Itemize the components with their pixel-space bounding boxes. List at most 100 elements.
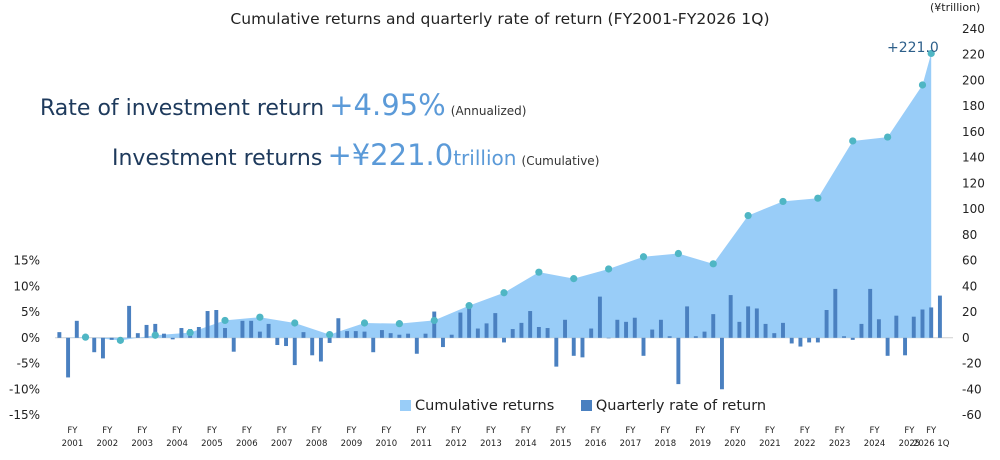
cumulative-return-point	[535, 268, 543, 276]
quarterly-return-bar	[493, 313, 498, 338]
x-axis-year-label: 2019	[689, 439, 711, 449]
quarterly-return-bar	[231, 337, 236, 352]
x-axis-fy-label: FY	[416, 426, 427, 436]
x-axis-year-label: 2015	[550, 439, 572, 449]
quarterly-return-bar	[815, 337, 820, 343]
quarterly-return-bar	[807, 337, 812, 343]
legend-item-cumulative: Cumulative returns	[400, 398, 554, 414]
cumulative-return-point	[918, 81, 927, 89]
quarterly-return-bar	[746, 306, 751, 338]
cumulative-return-point	[605, 265, 613, 273]
quarterly-return-bar	[257, 331, 262, 338]
quarterly-return-bar	[571, 337, 576, 356]
legend-swatch-bar	[580, 400, 592, 411]
cumulative-return-point	[814, 194, 822, 202]
quarterly-return-bar	[379, 330, 384, 338]
quarterly-return-bar	[597, 296, 602, 338]
cumulative-area-layer	[59, 53, 932, 341]
left-axis-tick-label: 0%	[21, 331, 40, 345]
x-axis-year-label: 2007	[271, 439, 293, 449]
cumulative-return-point	[465, 302, 473, 310]
cumulative-return-point	[116, 336, 124, 344]
quarterly-return-bar	[153, 323, 158, 338]
quarterly-return-bar	[911, 316, 916, 338]
quarterly-return-bar	[310, 337, 315, 356]
quarterly-return-bar	[318, 337, 323, 362]
rate-label: Rate of investment return	[40, 96, 325, 121]
quarterly-return-bar	[484, 323, 489, 338]
quarterly-return-bar	[423, 333, 428, 338]
quarterly-return-bar	[275, 337, 280, 346]
quarterly-return-bar	[214, 310, 219, 338]
quarterly-return-bar	[789, 337, 794, 344]
cumulative-return-point	[674, 249, 682, 258]
quarterly-return-bar	[615, 319, 620, 338]
quarterly-return-bar	[624, 321, 629, 338]
left-axis-tick-label: 15%	[13, 254, 40, 268]
cumulative-return-point	[430, 316, 438, 325]
right-axis-tick-label: 200	[962, 73, 985, 87]
quarterly-return-bar	[144, 324, 149, 338]
chart-legend: Cumulative returns Quarterly rate of ret…	[400, 398, 788, 414]
cumulative-return-point	[360, 319, 369, 327]
quarterly-return-bar	[502, 337, 506, 343]
quarterly-return-bar	[170, 337, 175, 340]
quarterly-return-bar	[868, 288, 873, 338]
right-axis-tick-label: 240	[962, 22, 985, 36]
x-axis-year-label: 2017	[620, 439, 642, 449]
quarterly-return-bar	[388, 333, 393, 338]
quarterly-return-bar	[292, 337, 297, 366]
x-axis-year-label: 2026 1Q	[913, 439, 950, 449]
right-axis-tick-label: 100	[962, 202, 985, 216]
x-axis-fy-label: FY	[486, 426, 497, 436]
quarterly-return-bar	[563, 319, 567, 338]
x-axis-fy-label: FY	[277, 426, 288, 436]
x-axis-year-label: 2014	[515, 439, 537, 449]
cumulative-return-point	[639, 253, 648, 261]
cumulative-return-point	[744, 211, 752, 220]
quarterly-return-bar	[798, 337, 803, 347]
cumulative-return-point	[395, 320, 403, 328]
end-value-label: +221.0	[887, 40, 939, 56]
quarterly-return-bar	[519, 322, 524, 338]
quarterly-bars-layer	[57, 288, 942, 390]
x-axis-fy-label: FY	[521, 426, 532, 436]
x-axis-fy-label: FY	[451, 426, 462, 436]
quarterly-return-bar	[763, 323, 768, 338]
x-axis-fy-label: FY	[765, 426, 776, 436]
quarterly-return-bar	[737, 321, 742, 338]
quarterly-return-bar	[667, 336, 672, 338]
quarterly-return-bar	[929, 307, 934, 338]
left-axis-tick-label: -10%	[9, 382, 40, 396]
quarterly-return-bar	[371, 337, 376, 353]
cumulative-dots-layer	[81, 49, 935, 344]
cumulative-return-point	[849, 137, 857, 145]
quarterly-return-bar	[336, 318, 341, 338]
quarterly-return-bar	[301, 332, 306, 338]
returns-unit: trillion	[453, 146, 517, 170]
legend-label-cumulative: Cumulative returns	[415, 398, 555, 414]
quarterly-return-bar	[833, 288, 838, 338]
quarterly-return-bar	[397, 334, 402, 338]
quarterly-return-bar	[92, 337, 97, 353]
x-axis-fy-label: FY	[625, 426, 636, 436]
right-axis-tick-label: 180	[962, 99, 985, 113]
quarterly-return-bar	[781, 322, 785, 338]
x-axis-year-label: 2021	[759, 439, 781, 449]
x-axis-fy-label: FY	[207, 426, 218, 436]
x-axis-year-label: 2006	[236, 439, 258, 449]
quarterly-return-bar	[536, 326, 541, 338]
x-axis-fy-label: FY	[869, 426, 880, 436]
quarterly-return-bar	[641, 337, 646, 356]
x-axis-fy-label: FY	[590, 426, 601, 436]
returns-label: Investment returns	[112, 146, 323, 171]
right-axis-tick-label: -20	[962, 357, 982, 371]
cumulative-return-point	[221, 316, 229, 325]
x-axis-fy-label: FY	[102, 426, 113, 436]
quarterly-return-bar	[127, 305, 132, 338]
quarterly-return-bar	[702, 331, 707, 338]
quarterly-return-bar	[894, 315, 899, 338]
quarterly-return-bar	[920, 309, 925, 338]
quarterly-return-bar	[842, 336, 846, 338]
